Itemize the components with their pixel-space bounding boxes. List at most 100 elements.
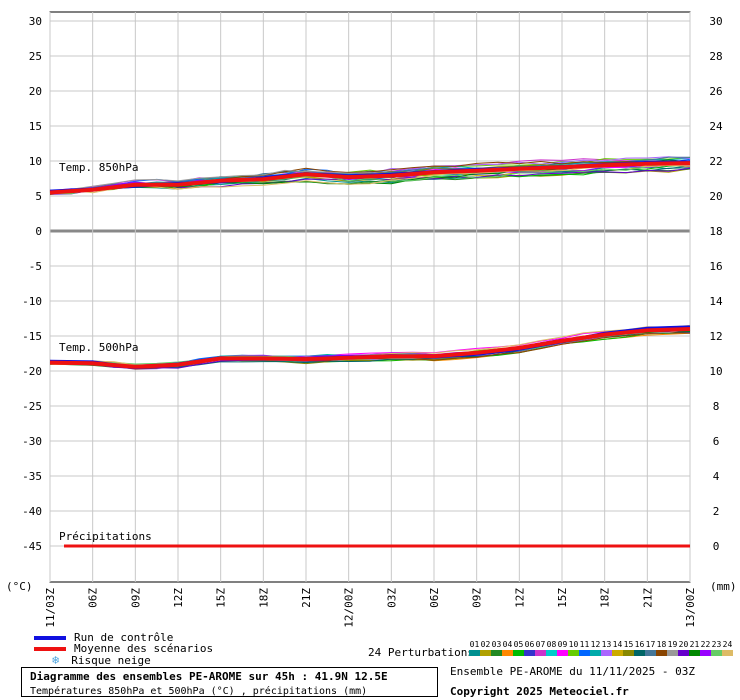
perturbation-swatch-01 [469, 650, 480, 656]
perturbation-number-05: 05 [513, 640, 524, 649]
x-tick-5: 18Z [257, 588, 270, 608]
left-tick-15: -45 [22, 540, 42, 553]
perturbation-number-19: 19 [667, 640, 678, 649]
perturbation-number-14: 14 [612, 640, 623, 649]
x-tick-12: 15Z [556, 588, 569, 608]
right-tick-13: 4 [713, 470, 720, 483]
chart-title: Diagramme des ensembles PE-AROME sur 45h… [30, 670, 388, 683]
annotation-t500: Temp. 500hPa [59, 341, 138, 354]
perturbation-swatch-21 [689, 650, 700, 656]
annotation-precip: Précipitations [59, 530, 152, 543]
left-tick-8: -10 [22, 295, 42, 308]
left-tick-4: 10 [29, 155, 42, 168]
right-tick-1: 28 [709, 50, 722, 63]
perturbation-number-24: 24 [722, 640, 733, 649]
perturbation-number-11: 11 [579, 640, 590, 649]
x-tick-3: 12Z [172, 588, 185, 608]
left-axis-unit: (°C) [6, 580, 33, 593]
x-tick-2: 09Z [129, 588, 142, 608]
perturbation-number-04: 04 [502, 640, 513, 649]
perturbation-number-16: 16 [634, 640, 645, 649]
left-tick-0: 30 [29, 15, 42, 28]
legend-control: Run de contrôle [34, 631, 173, 644]
x-tick-8: 03Z [385, 588, 398, 608]
left-tick-11: -25 [22, 400, 42, 413]
right-tick-7: 16 [709, 260, 722, 273]
perturbation-number-17: 17 [645, 640, 656, 649]
right-tick-11: 8 [713, 400, 720, 413]
perturbation-number-03: 03 [491, 640, 502, 649]
x-axis-ticks: 11/03Z 06Z 09Z 12Z 15Z 18Z 21Z 12/00Z 03Z 06Z 09Z 1… [44, 588, 697, 628]
perturbation-number-20: 20 [678, 640, 689, 649]
perturbations-label: 24 Perturbations [368, 646, 474, 659]
t850-perturbation-24 [49, 164, 691, 194]
legend-control-label: Run de contrôle [74, 631, 174, 644]
chart-subtitle: Températures 850hPa et 500hPa (°C) , pré… [30, 686, 368, 697]
right-tick-5: 20 [709, 190, 722, 203]
perturbation-swatch-18 [656, 650, 667, 656]
left-tick-3: 15 [29, 120, 42, 133]
perturbation-number-21: 21 [689, 640, 700, 649]
right-tick-15: 0 [713, 540, 720, 553]
t850-perturbation-19 [49, 162, 691, 192]
x-tick-11: 12Z [513, 588, 526, 608]
right-tick-10: 10 [709, 365, 722, 378]
left-tick-13: -35 [22, 470, 42, 483]
left-tick-6: 0 [35, 225, 42, 238]
perturbation-swatch-08 [546, 650, 557, 656]
x-tick-13: 18Z [599, 588, 612, 608]
perturbation-swatch-05 [513, 650, 524, 656]
left-tick-9: -15 [22, 330, 42, 343]
perturbation-swatches [469, 650, 733, 656]
legend-snow: ❄ Risque neige [34, 653, 151, 667]
t500-mean-line [49, 327, 691, 369]
perturbation-number-06: 06 [524, 640, 535, 649]
legend-mean-label: Moyenne des scénarios [74, 642, 214, 655]
left-tick-7: -5 [29, 260, 42, 273]
perturbation-number-18: 18 [656, 640, 667, 649]
legend-snow-label: Risque neige [71, 653, 151, 667]
right-tick-2: 26 [709, 85, 722, 98]
perturbation-swatch-04 [502, 650, 513, 656]
perturbation-numbers: 01 02 03 04 05 06 07 08 09 10 11 12 13 14 15 16 17 18 19 20… [469, 640, 733, 649]
x-tick-6: 21Z [300, 588, 313, 608]
legend-control-swatch [34, 635, 66, 640]
perturbation-swatch-15 [623, 650, 634, 656]
perturbation-swatch-23 [711, 650, 722, 656]
right-tick-8: 14 [709, 295, 723, 308]
perturbation-swatch-13 [601, 650, 612, 656]
left-tick-5: 5 [35, 190, 42, 203]
perturbation-number-09: 09 [557, 640, 568, 649]
plot-area [49, 11, 691, 583]
annotation-t850: Temp. 850hPa [59, 161, 138, 174]
perturbation-swatch-11 [579, 650, 590, 656]
right-tick-9: 12 [709, 330, 722, 343]
x-tick-1: 06Z [87, 588, 100, 608]
perturbation-number-10: 10 [568, 640, 579, 649]
perturbation-number-12: 12 [590, 640, 601, 649]
legend-mean: Moyenne des scénarios [34, 642, 213, 655]
t850-mean-line [49, 161, 691, 195]
x-tick-0: 11/03Z [44, 588, 57, 628]
x-tick-10: 09Z [471, 588, 484, 608]
legend-mean-swatch [34, 646, 66, 651]
perturbation-swatch-02 [480, 650, 491, 656]
perturbation-swatch-10 [568, 650, 579, 656]
perturbation-swatch-03 [491, 650, 502, 656]
left-axis-ticks: 30 25 20 15 10 5 0 -5 -10 -15 -20 -25 -30 -35 -40 -45 [22, 15, 42, 553]
perturbation-swatch-12 [590, 650, 601, 656]
right-tick-12: 6 [713, 435, 720, 448]
right-tick-6: 18 [709, 225, 722, 238]
perturbation-swatch-19 [667, 650, 678, 656]
right-tick-4: 22 [709, 155, 722, 168]
perturbation-swatch-20 [678, 650, 689, 656]
grid [49, 12, 691, 582]
perturbation-number-13: 13 [601, 640, 612, 649]
right-tick-0: 30 [709, 15, 722, 28]
perturbation-number-02: 02 [480, 640, 491, 649]
left-tick-14: -40 [22, 505, 42, 518]
perturbation-swatch-07 [535, 650, 546, 656]
x-tick-14: 21Z [641, 588, 654, 608]
perturbation-swatch-06 [524, 650, 535, 656]
